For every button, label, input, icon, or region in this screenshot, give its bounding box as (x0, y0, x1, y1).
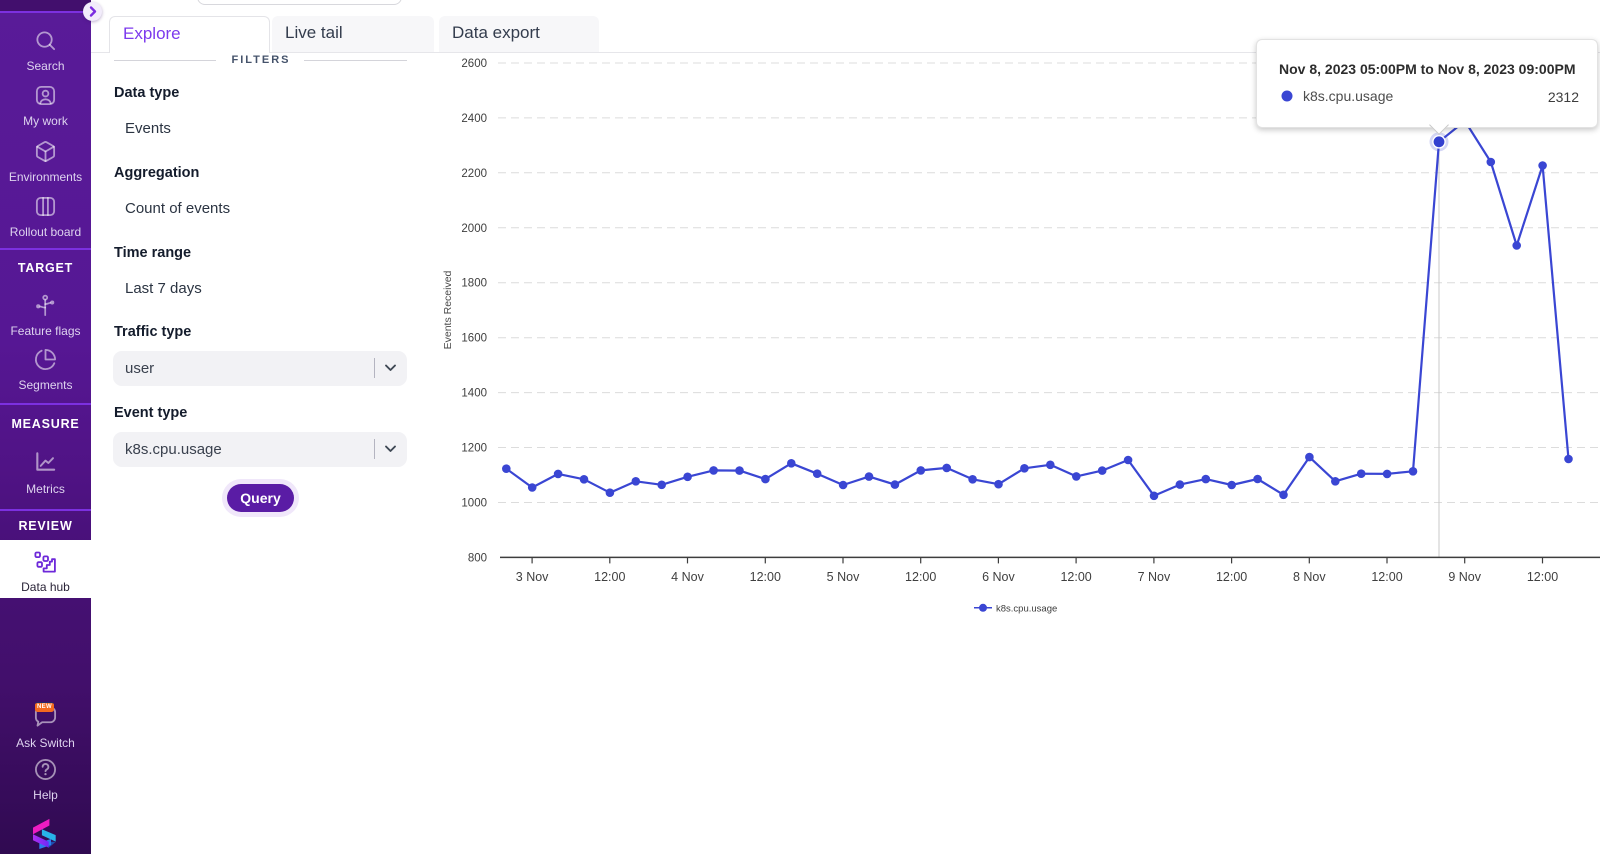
svg-text:1000: 1000 (461, 498, 487, 510)
svg-text:5 Nov: 5 Nov (827, 570, 860, 584)
svg-text:9 Nov: 9 Nov (1448, 570, 1481, 584)
svg-text:6 Nov: 6 Nov (982, 570, 1015, 584)
svg-text:800: 800 (468, 552, 487, 564)
svg-text:1800: 1800 (461, 278, 487, 290)
svg-text:12:00: 12:00 (594, 570, 625, 584)
svg-text:12:00: 12:00 (1527, 570, 1558, 584)
svg-text:12:00: 12:00 (1060, 570, 1091, 584)
svg-text:8 Nov: 8 Nov (1293, 570, 1326, 584)
svg-text:7 Nov: 7 Nov (1138, 570, 1171, 584)
svg-text:2000: 2000 (461, 223, 487, 235)
svg-text:4 Nov: 4 Nov (671, 570, 704, 584)
svg-text:Events Received: Events Received (442, 270, 454, 349)
svg-text:2200: 2200 (461, 168, 487, 180)
svg-text:k8s.cpu.usage: k8s.cpu.usage (996, 603, 1057, 614)
svg-text:k8s.cpu.usage: k8s.cpu.usage (1303, 89, 1393, 104)
svg-text:2400: 2400 (461, 113, 487, 125)
svg-text:3 Nov: 3 Nov (516, 570, 549, 584)
svg-text:12:00: 12:00 (1371, 570, 1402, 584)
svg-text:2600: 2600 (461, 58, 487, 70)
svg-text:1400: 1400 (461, 388, 487, 400)
svg-text:1200: 1200 (461, 443, 487, 455)
svg-text:12:00: 12:00 (1216, 570, 1247, 584)
svg-text:1600: 1600 (461, 333, 487, 345)
svg-text:12:00: 12:00 (905, 570, 936, 584)
svg-text:12:00: 12:00 (750, 570, 781, 584)
